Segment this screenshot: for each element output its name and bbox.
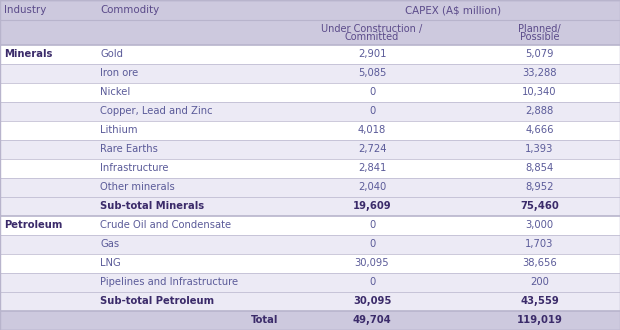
Text: Planned/: Planned/ — [518, 24, 560, 34]
Text: 2,888: 2,888 — [525, 106, 554, 116]
Text: 2,724: 2,724 — [358, 144, 386, 154]
Text: Commodity: Commodity — [100, 5, 160, 15]
Text: 33,288: 33,288 — [522, 68, 557, 78]
Bar — [0, 20, 620, 45]
Text: 0: 0 — [369, 106, 375, 116]
Text: Possible: Possible — [520, 32, 559, 42]
Bar — [0, 216, 620, 235]
Text: 2,901: 2,901 — [358, 49, 386, 59]
Text: Total: Total — [250, 315, 278, 325]
Bar — [0, 311, 620, 330]
Text: 0: 0 — [369, 239, 375, 249]
Text: Infrastructure: Infrastructure — [100, 163, 169, 173]
Bar — [0, 64, 620, 83]
Text: Sub-total Minerals: Sub-total Minerals — [100, 201, 205, 211]
Text: 19,609: 19,609 — [353, 201, 391, 211]
Text: Petroleum: Petroleum — [4, 220, 63, 230]
Text: Nickel: Nickel — [100, 87, 131, 97]
Text: Sub-total Petroleum: Sub-total Petroleum — [100, 296, 215, 307]
Text: 43,559: 43,559 — [520, 296, 559, 307]
Text: 3,000: 3,000 — [525, 220, 554, 230]
Text: 5,085: 5,085 — [358, 68, 386, 78]
Text: 75,460: 75,460 — [520, 201, 559, 211]
Text: 4,018: 4,018 — [358, 125, 386, 135]
Bar — [0, 273, 620, 292]
Text: Under Construction /: Under Construction / — [321, 24, 423, 34]
Text: 1,703: 1,703 — [525, 239, 554, 249]
Text: 2,841: 2,841 — [358, 163, 386, 173]
Text: 49,704: 49,704 — [353, 315, 391, 325]
Text: Pipelines and Infrastructure: Pipelines and Infrastructure — [100, 278, 239, 287]
Text: 0: 0 — [369, 87, 375, 97]
Bar — [0, 235, 620, 254]
Text: 0: 0 — [369, 220, 375, 230]
Text: Committed: Committed — [345, 32, 399, 42]
Text: 38,656: 38,656 — [522, 258, 557, 268]
Bar — [0, 0, 620, 20]
Text: Gas: Gas — [100, 239, 120, 249]
Text: Gold: Gold — [100, 49, 123, 59]
Text: LNG: LNG — [100, 258, 121, 268]
Text: Lithium: Lithium — [100, 125, 138, 135]
Text: 5,079: 5,079 — [525, 49, 554, 59]
Bar — [0, 254, 620, 273]
Bar — [0, 292, 620, 311]
Text: Industry: Industry — [4, 5, 46, 15]
Text: Other minerals: Other minerals — [100, 182, 175, 192]
Bar — [0, 121, 620, 140]
Text: 8,854: 8,854 — [525, 163, 554, 173]
Text: 30,095: 30,095 — [353, 296, 391, 307]
Text: 8,952: 8,952 — [525, 182, 554, 192]
Bar — [0, 83, 620, 102]
Bar — [0, 140, 620, 159]
Text: CAPEX (A$ million): CAPEX (A$ million) — [404, 5, 501, 15]
Text: 0: 0 — [369, 278, 375, 287]
Text: Minerals: Minerals — [4, 49, 53, 59]
Text: 119,019: 119,019 — [516, 315, 562, 325]
Bar — [0, 197, 620, 216]
Bar — [0, 102, 620, 121]
Text: Crude Oil and Condensate: Crude Oil and Condensate — [100, 220, 231, 230]
Text: 200: 200 — [530, 278, 549, 287]
Bar — [0, 45, 620, 64]
Text: 30,095: 30,095 — [355, 258, 389, 268]
Text: 4,666: 4,666 — [525, 125, 554, 135]
Bar — [0, 159, 620, 178]
Text: Iron ore: Iron ore — [100, 68, 139, 78]
Text: 10,340: 10,340 — [522, 87, 557, 97]
Text: Copper, Lead and Zinc: Copper, Lead and Zinc — [100, 106, 213, 116]
Bar — [0, 178, 620, 197]
Text: 1,393: 1,393 — [525, 144, 554, 154]
Text: Rare Earths: Rare Earths — [100, 144, 158, 154]
Text: 2,040: 2,040 — [358, 182, 386, 192]
